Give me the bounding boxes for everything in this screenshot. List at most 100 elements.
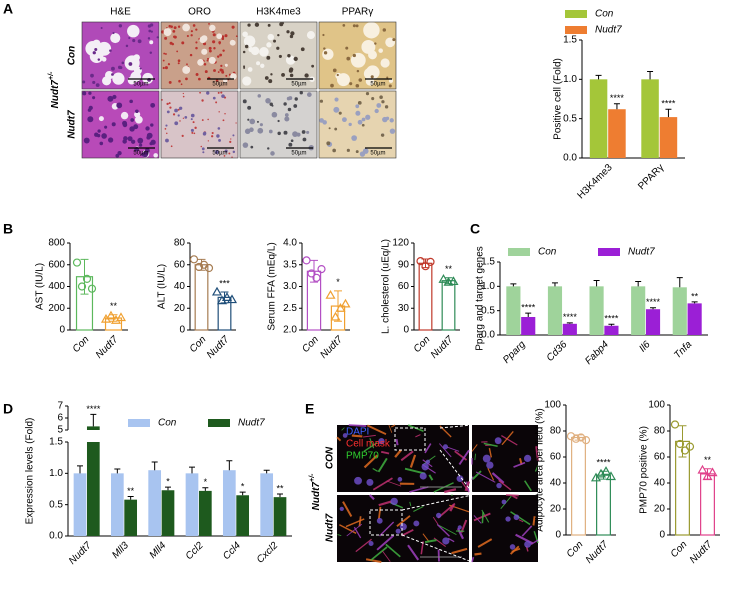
cell [90, 73, 94, 78]
data-point [330, 311, 341, 321]
y-tick-label: 60 [550, 452, 562, 463]
cell [247, 118, 250, 121]
column-header: H3K4me3 [256, 7, 301, 18]
cell [98, 116, 104, 122]
cell [342, 23, 346, 27]
cell [174, 108, 178, 113]
filament [351, 434, 363, 438]
cell [244, 44, 249, 49]
cell [131, 139, 136, 144]
cell [361, 123, 365, 127]
cell [281, 72, 285, 77]
cell [201, 147, 205, 151]
filament [363, 454, 379, 469]
legend-label: Nudt7 [595, 25, 622, 36]
cell [376, 103, 382, 108]
cell [166, 110, 170, 114]
filament [342, 501, 353, 517]
cell [101, 133, 107, 139]
cell [166, 102, 169, 106]
filament [509, 545, 520, 555]
cell [371, 97, 375, 101]
cell [179, 106, 183, 110]
cell [181, 41, 185, 45]
cell [306, 31, 315, 40]
cell [133, 124, 139, 130]
y-tick-label: 1.0 [481, 281, 495, 292]
filament [432, 516, 439, 525]
y-axis-label: Adipocyte area per field (%) [535, 408, 546, 531]
cell [127, 24, 140, 38]
cell [217, 71, 220, 73]
significance: **** [521, 302, 536, 312]
y-tick-label: 40 [174, 281, 186, 292]
cell [219, 53, 223, 57]
x-tick-label: H3K4me3 [576, 162, 616, 202]
cell [332, 68, 337, 73]
cell [352, 53, 356, 58]
cell [145, 126, 150, 131]
cell [306, 130, 310, 134]
filament [471, 556, 475, 563]
cell [283, 130, 288, 135]
x-tick-label: PPARγ [636, 162, 666, 192]
cell [215, 150, 219, 154]
y-tick-label: 20 [174, 303, 186, 314]
cell [338, 111, 342, 115]
cell [206, 59, 209, 62]
cell [195, 41, 198, 44]
cell [270, 73, 273, 76]
nucleus [482, 454, 491, 463]
zoom-box [369, 509, 403, 536]
cell [235, 122, 237, 124]
panel-letter: A [3, 1, 13, 17]
cell [379, 95, 383, 99]
cell [293, 56, 298, 62]
row-label: Con [67, 46, 78, 65]
error-bar [635, 280, 642, 287]
bar [198, 490, 212, 536]
cell [228, 152, 231, 155]
cell [271, 111, 278, 118]
cell [195, 73, 199, 76]
error-bar [650, 307, 657, 310]
cell [368, 50, 377, 60]
filament [444, 488, 457, 494]
cell [88, 105, 93, 110]
cell [299, 91, 303, 95]
cell [209, 49, 212, 53]
filament [391, 424, 396, 428]
cell [97, 58, 101, 61]
cell [149, 51, 153, 55]
cell [173, 35, 176, 38]
y-tick-label: 6 [57, 413, 63, 424]
cell [162, 66, 165, 70]
bar [506, 286, 521, 335]
micrograph-border [81, 21, 160, 90]
bar [547, 286, 563, 335]
cell [221, 70, 225, 74]
cell [101, 56, 107, 62]
cell [82, 80, 86, 84]
cell [355, 83, 360, 88]
data-point [416, 257, 425, 266]
cell [208, 46, 212, 50]
x-tick-label: Pparg [501, 339, 528, 366]
cell [213, 69, 216, 72]
filament [386, 480, 402, 487]
cell [203, 62, 207, 66]
y-axis-label: Serum FFA (mEq/L) [267, 242, 278, 330]
cell [204, 70, 208, 74]
data-point [685, 442, 695, 451]
cell [127, 136, 133, 142]
cell [201, 48, 208, 55]
cell [268, 79, 273, 84]
cell [223, 155, 226, 157]
cell [382, 28, 386, 32]
filament [436, 523, 450, 537]
cell [365, 65, 380, 80]
cell [341, 117, 347, 123]
filament [382, 550, 391, 562]
bar [571, 436, 586, 536]
